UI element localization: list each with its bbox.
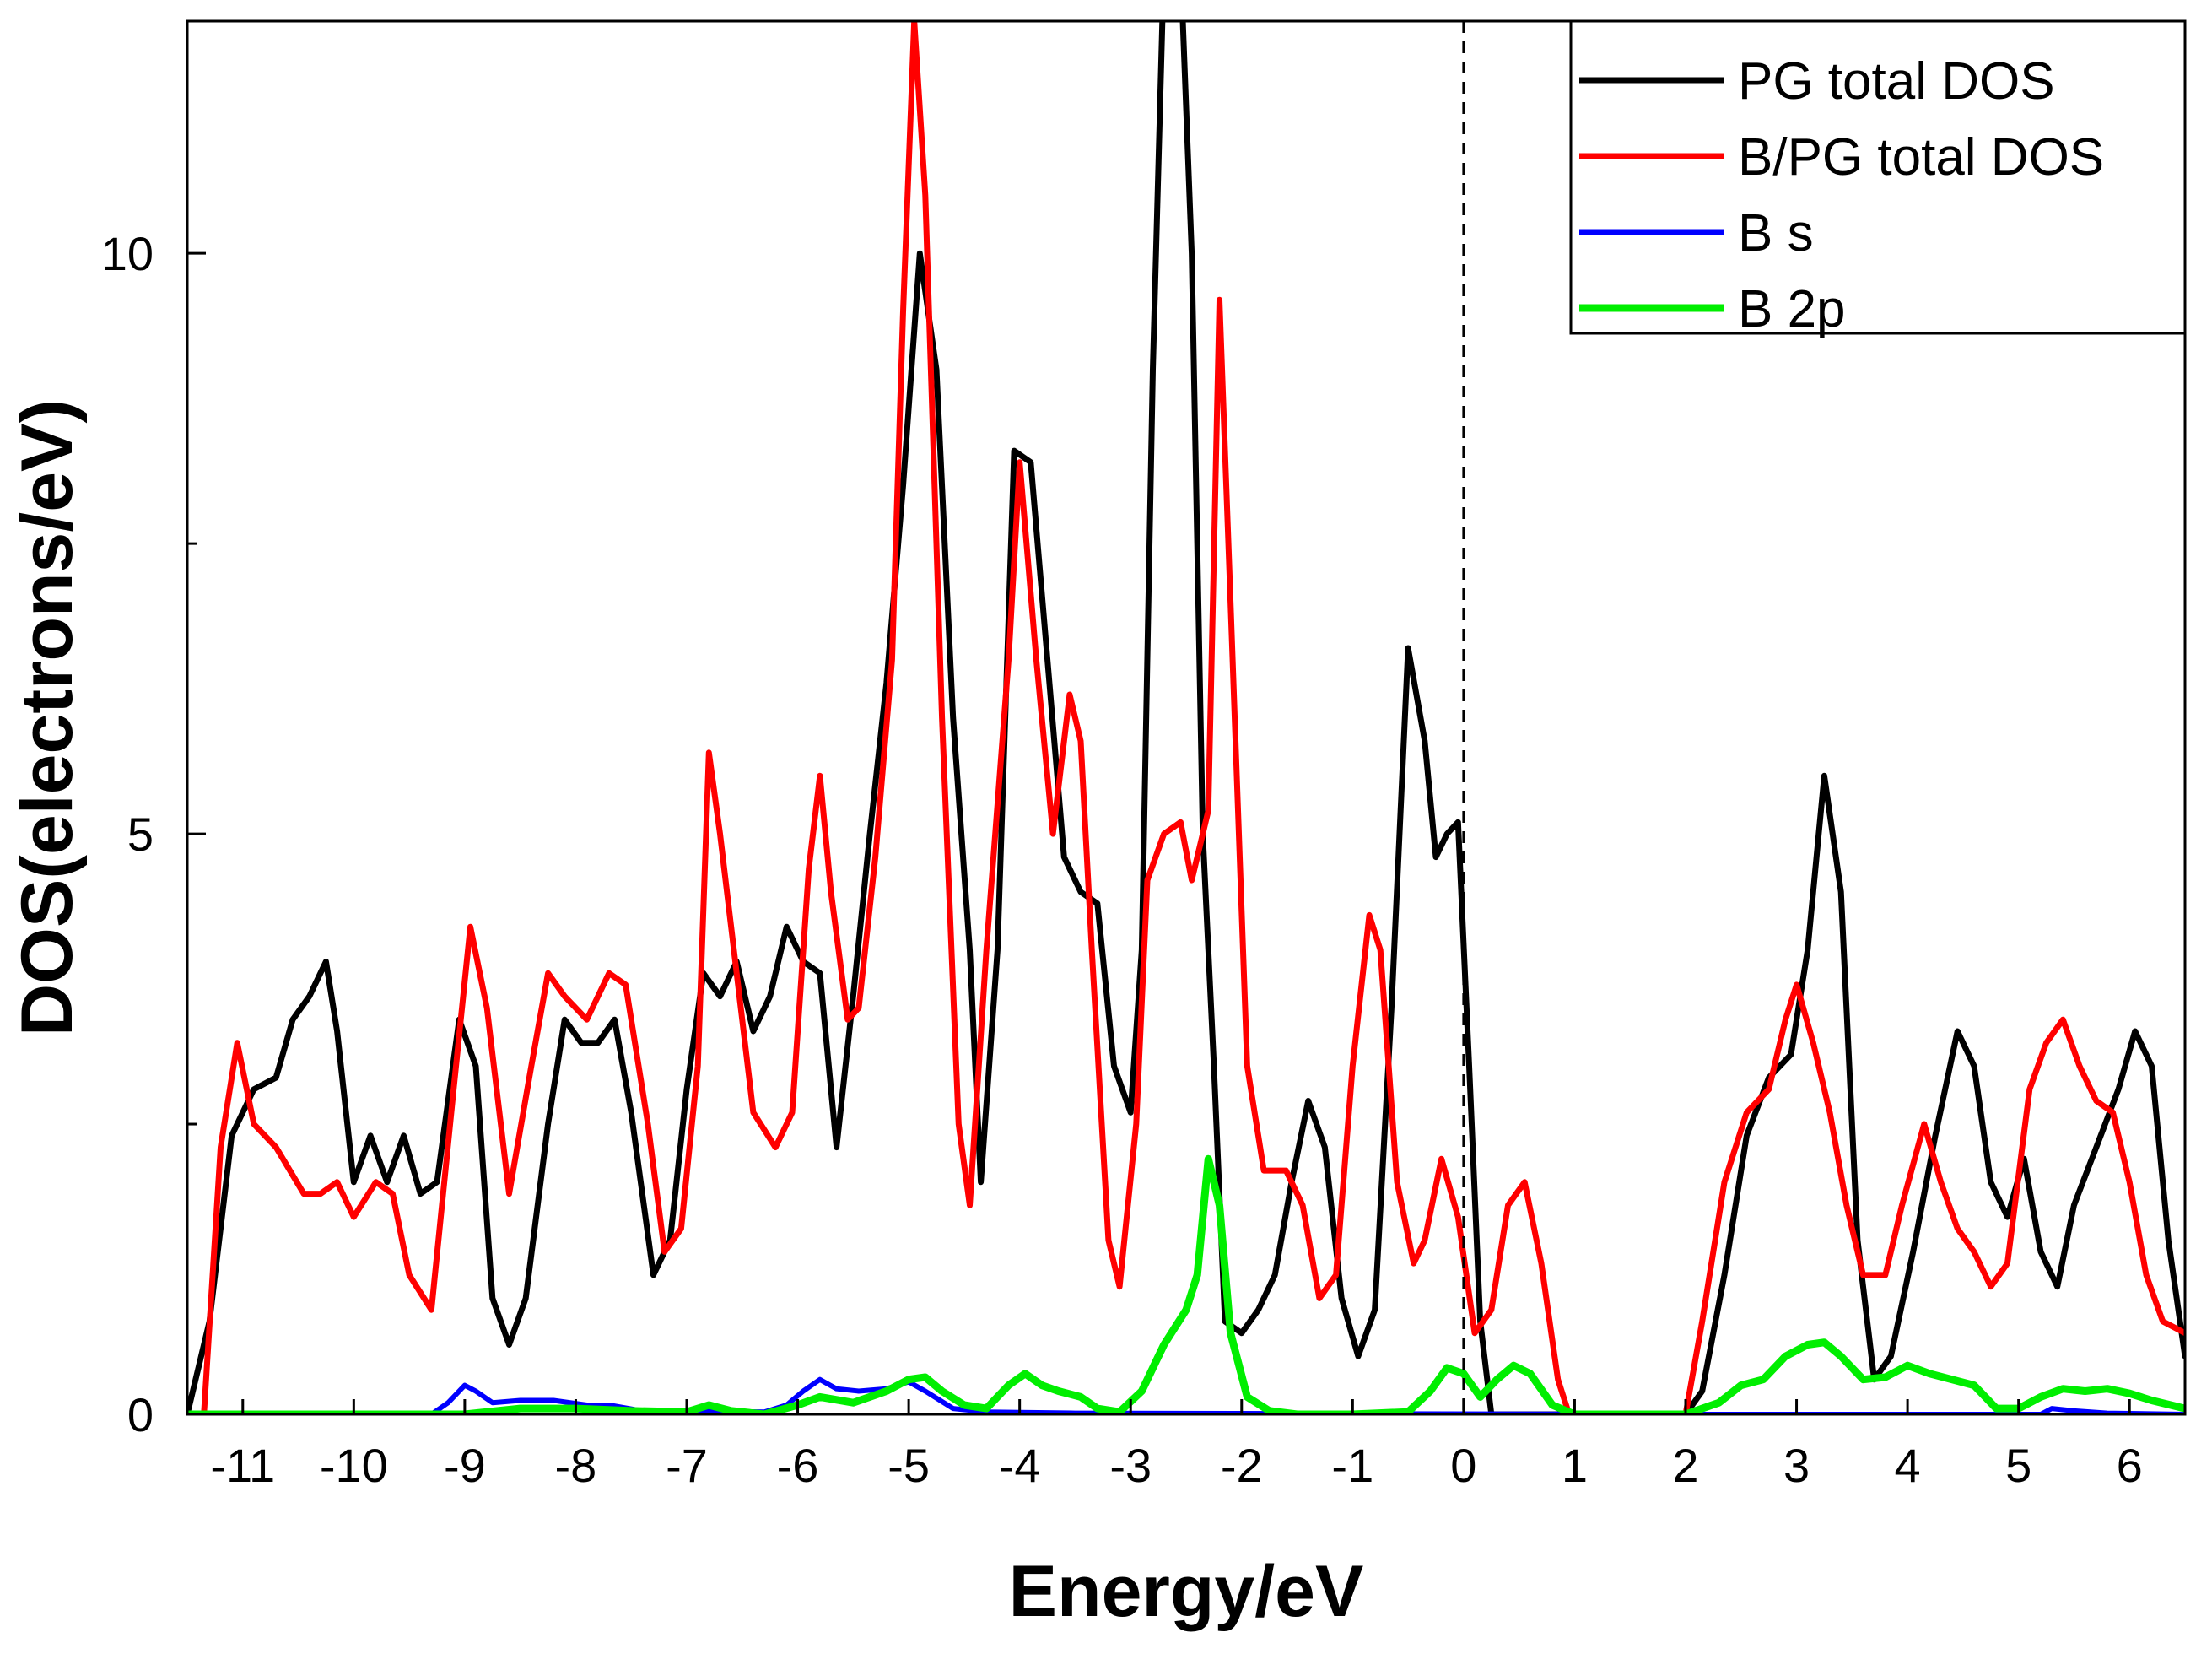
x-tick-label: -9 bbox=[444, 1439, 486, 1492]
x-tick-label: 2 bbox=[1672, 1439, 1698, 1492]
x-tick-label: 6 bbox=[2117, 1439, 2143, 1492]
x-tick-label: -11 bbox=[210, 1439, 275, 1492]
x-tick-label: -4 bbox=[999, 1439, 1041, 1492]
x-tick-label: 1 bbox=[1562, 1439, 1588, 1492]
x-tick-label: -10 bbox=[320, 1439, 388, 1492]
legend-box bbox=[1569, 19, 2187, 335]
plot-frame bbox=[186, 19, 2187, 1416]
x-tick-label: -2 bbox=[1221, 1439, 1263, 1492]
x-tick-label: 0 bbox=[1450, 1439, 1476, 1492]
y-tick-label: 0 bbox=[127, 1388, 154, 1441]
series-line-pg-total-dos bbox=[187, 21, 2185, 1414]
x-tick-label: -3 bbox=[1109, 1439, 1152, 1492]
series-lines bbox=[187, 21, 2185, 1414]
x-tick-label: 5 bbox=[2005, 1439, 2031, 1492]
x-tick-label: 4 bbox=[1895, 1439, 1921, 1492]
x-tick-label: -6 bbox=[777, 1439, 819, 1492]
x-tick-label: -7 bbox=[666, 1439, 708, 1492]
series-line-b-2p bbox=[187, 1154, 2185, 1414]
x-axis-title: Energy/eV bbox=[1009, 1551, 1364, 1632]
y-tick-label: 5 bbox=[127, 808, 154, 861]
legend-label: B 2p bbox=[1738, 280, 1846, 338]
x-tick-label: -8 bbox=[555, 1439, 597, 1492]
y-tick-label: 10 bbox=[101, 227, 154, 280]
x-tick-label: 3 bbox=[1783, 1439, 1810, 1492]
x-tick-label: -5 bbox=[887, 1439, 930, 1492]
series-line-b-pg-total-dos bbox=[187, 21, 2185, 1414]
legend: PG total DOS B/PG total DOS B s B 2p bbox=[1569, 19, 2187, 338]
legend-label: PG total DOS bbox=[1738, 52, 2055, 111]
series-line-b-s bbox=[187, 1376, 2185, 1414]
x-tick-label: -1 bbox=[1331, 1439, 1373, 1492]
legend-label: B s bbox=[1738, 204, 1814, 262]
legend-items: PG total DOS B/PG total DOS B s B 2p bbox=[1579, 52, 2104, 338]
legend-label: B/PG total DOS bbox=[1738, 128, 2104, 186]
y-axis-title: DOS(electrons/eV) bbox=[7, 399, 88, 1036]
